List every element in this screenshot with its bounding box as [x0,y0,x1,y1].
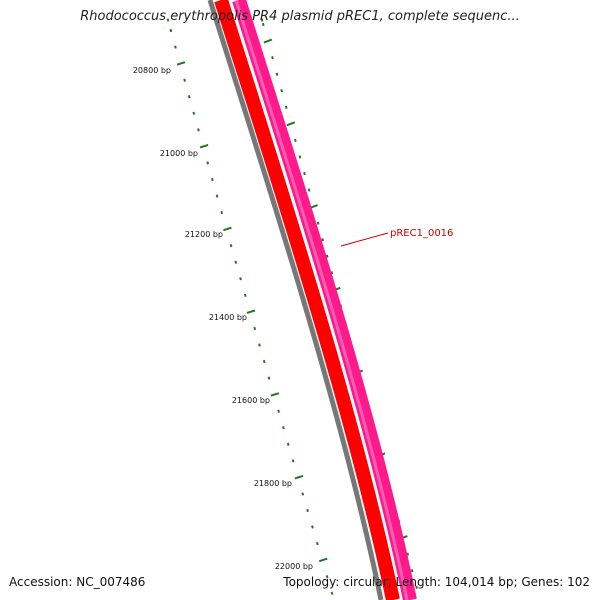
ruler-major-tick [294,474,304,480]
outer-major-tick [286,121,296,127]
ruler-major-tick [176,61,186,66]
outer-minor-tick [321,238,325,242]
page-title: Rhodococcus erythropolis PR4 plasmid pRE… [80,9,520,24]
outer-minor-tick [325,254,329,258]
gene-label-text[interactable]: pREC1_0016 [390,228,453,239]
ruler-ticks [166,18,334,595]
ruler-label: 21200 bp [185,230,223,239]
ruler-minor-tick [311,525,314,529]
outer-minor-tick [298,155,302,159]
outer-minor-tick [410,569,414,573]
ruler-label: 21000 bp [160,149,198,158]
ruler-minor-tick [211,177,214,182]
ruler-minor-tick [277,409,280,413]
ruler-minor-tick [253,326,257,331]
outer-minor-tick [330,271,334,275]
ruler-minor-tick [315,541,319,546]
gene-label-pREC1-0016[interactable]: pREC1_0016 [340,228,453,247]
outer-minor-tick [271,56,274,60]
outer-minor-tick [415,585,418,589]
ruler-minor-tick [183,78,186,82]
ruler-minor-tick [286,442,290,446]
ruler-minor-tick [262,359,266,364]
ruler-minor-tick [220,210,224,215]
outer-minor-tick [303,171,306,176]
ruler-minor-tick [174,45,177,49]
outer-minor-tick [280,89,283,93]
sequence-summary-text: Topology: circular; Length: 104,014 bp; … [283,575,590,589]
ruler-major-tick [318,557,328,563]
ruler-minor-tick [243,293,247,297]
ruler-minor-tick [197,128,200,132]
ruler-labels: 20800 bp 21000 bp 21200 bp 21400 bp 2160… [133,66,313,571]
outer-minor-tick [406,552,410,556]
ruler-minor-tick [166,18,170,22]
feature-tracks [207,0,417,600]
ruler-minor-tick [215,194,219,198]
ruler-minor-tick [192,111,196,115]
outer-minor-tick [316,221,320,225]
ruler-label: 21600 bp [232,396,270,405]
ruler-major-tick [270,392,280,397]
outer-minor-tick [275,72,279,76]
outer-minor-tick [307,188,311,192]
ruler-minor-tick [229,244,233,248]
ruler-minor-tick [206,161,210,165]
forward-strand-gene-highlight [234,0,409,600]
ruler-minor-tick [306,508,309,513]
outer-minor-tick [261,22,265,27]
ruler-minor-tick [325,575,329,579]
ruler-minor-tick [169,28,173,33]
reverse-strand-gene[interactable] [214,0,400,600]
forward-strand-gene[interactable] [232,0,417,600]
outer-minor-tick [260,18,264,22]
ruler-label: 21800 bp [254,479,292,488]
ruler-major-tick [223,226,232,232]
ruler-major-tick [246,309,256,314]
outer-minor-tick [294,138,297,143]
ruler-label: 20800 bp [133,66,171,75]
ruler-label: 22000 bp [275,562,313,571]
ruler-minor-tick [267,376,271,380]
ruler-minor-tick [239,277,242,281]
ruler-minor-tick [291,459,295,463]
ruler-minor-tick [301,492,305,496]
ruler-major-tick [199,143,209,149]
gene-label-leader-line [340,232,389,247]
accession-text: Accession: NC_007486 [9,575,146,589]
ruler-minor-tick [187,95,191,99]
ruler-minor-tick [234,260,238,264]
ruler-label: 21400 bp [209,313,247,322]
backbone-track [207,0,384,600]
outer-minor-tick [284,105,288,109]
ruler-minor-tick [330,591,334,595]
ruler-minor-tick [282,426,285,430]
ruler-minor-tick [258,343,261,347]
outer-major-tick [263,38,273,44]
